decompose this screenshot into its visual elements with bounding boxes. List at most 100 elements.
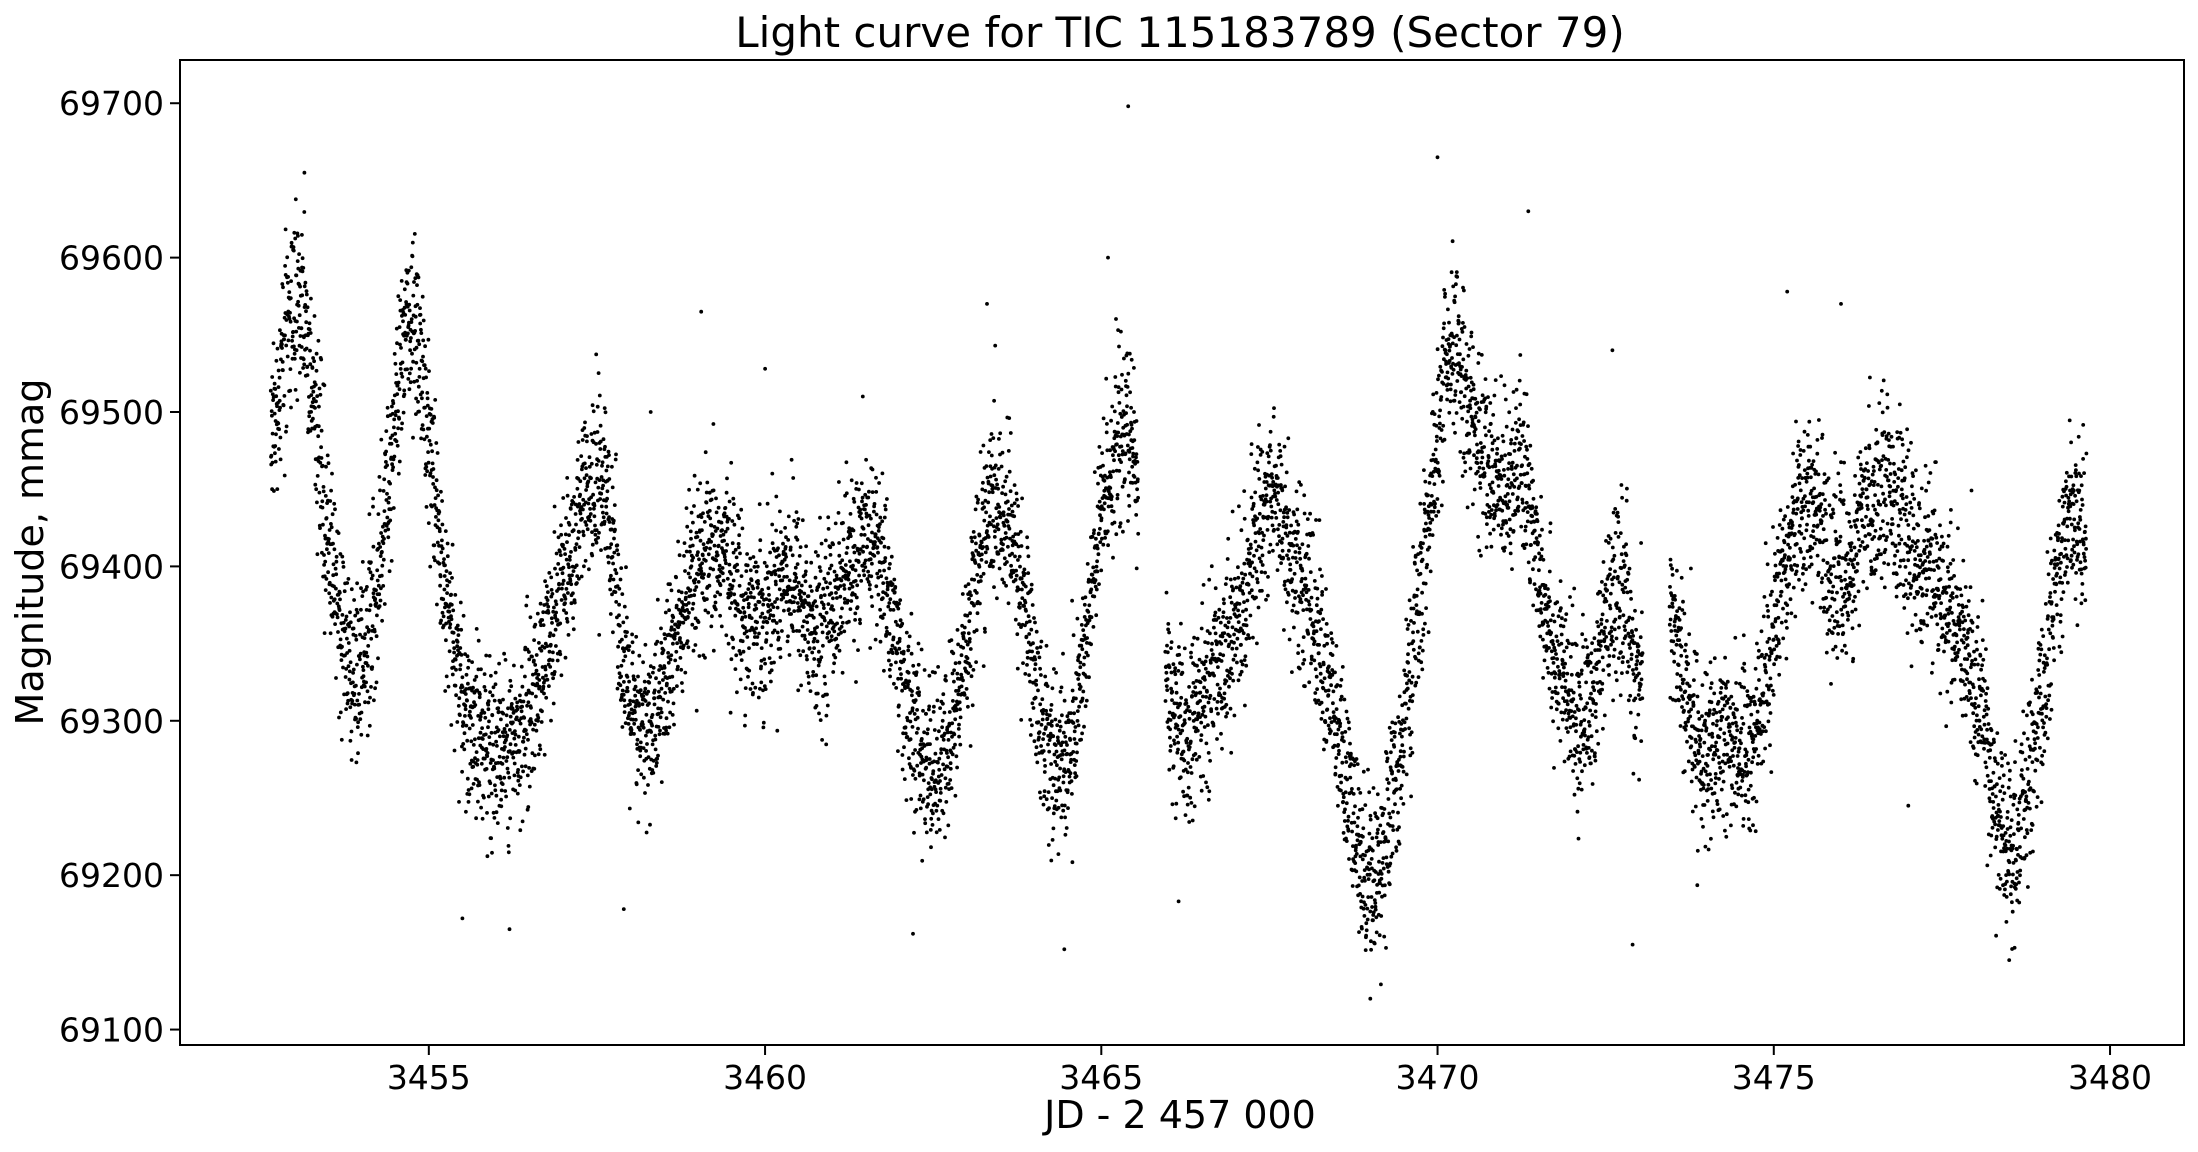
data-point [573,512,578,516]
data-point [1002,556,1007,561]
data-point [1049,723,1054,728]
data-point [575,486,580,491]
data-point [501,734,506,739]
data-point [886,583,890,588]
data-point [1181,749,1186,754]
data-point [639,772,644,777]
data-point [1221,653,1226,658]
data-point [609,542,614,547]
data-point [916,641,921,646]
data-point [358,657,362,662]
data-point [747,646,751,650]
data-point [1025,545,1030,550]
data-point [705,597,709,601]
data-point [1070,860,1075,865]
data-point [954,754,959,759]
data-point [992,473,997,478]
data-point [515,707,520,712]
data-point [1225,711,1230,715]
data-point [1220,746,1224,751]
data-point [906,644,911,649]
data-point [889,663,893,667]
data-point [461,721,466,726]
data-point [560,582,565,586]
data-point [530,654,534,659]
data-point [484,767,489,771]
data-point [1108,470,1112,474]
data-point [1113,449,1117,454]
data-point [1318,567,1322,572]
data-point [483,688,488,693]
data-point [688,588,693,592]
data-point [412,379,417,384]
data-point [860,394,865,399]
data-point [1168,744,1173,748]
data-point [987,450,991,454]
data-point [1049,762,1053,766]
data-point [1073,725,1078,729]
data-point [348,610,352,615]
data-point [1169,640,1174,644]
data-point [449,617,454,622]
data-point [302,362,307,367]
data-point [458,600,463,605]
data-point [882,668,886,673]
data-point [766,604,771,609]
data-point [292,356,297,361]
data-point [1041,737,1045,741]
data-point [697,557,701,562]
data-point [352,702,357,707]
data-point [694,585,699,589]
data-point [1245,598,1250,603]
data-point [1219,699,1224,704]
data-point [406,331,410,336]
data-point [559,523,563,528]
data-point [300,233,304,237]
data-point [880,596,885,600]
data-point [724,549,728,553]
data-point [1230,509,1235,514]
data-point [1100,451,1104,455]
data-point [479,761,484,766]
data-point [272,381,277,386]
data-point [993,463,998,468]
data-point [301,266,306,270]
data-point [1240,580,1245,585]
data-point [923,817,927,821]
data-point [895,623,900,627]
data-point [755,620,759,625]
data-point [984,560,989,564]
data-point [810,607,815,612]
data-point [1078,660,1083,665]
data-point [1054,798,1059,803]
data-point [1305,517,1310,521]
data-point [364,650,369,655]
data-point [1109,494,1114,499]
data-point [1180,662,1184,666]
data-point [721,532,726,537]
data-point [282,473,287,478]
data-point [1030,649,1034,654]
data-point [817,649,821,654]
data-point [1317,643,1321,647]
data-point [564,611,569,615]
data-point [1172,741,1177,746]
data-point [853,611,858,616]
data-point [943,835,947,840]
data-point [428,412,433,417]
data-point [1213,631,1218,636]
data-point [1263,570,1267,575]
chart-title: Light curve for TIC 115183789 (Sector 79… [735,8,1624,57]
data-point [622,649,626,654]
data-point [1186,761,1190,765]
data-point [1118,521,1123,526]
data-point [1280,548,1285,553]
data-point [272,489,276,493]
data-point [1059,685,1064,690]
data-point [946,781,951,786]
data-point [490,713,495,718]
data-point [916,662,921,667]
data-point [1127,432,1131,437]
data-point [365,689,370,694]
data-point [505,826,510,830]
